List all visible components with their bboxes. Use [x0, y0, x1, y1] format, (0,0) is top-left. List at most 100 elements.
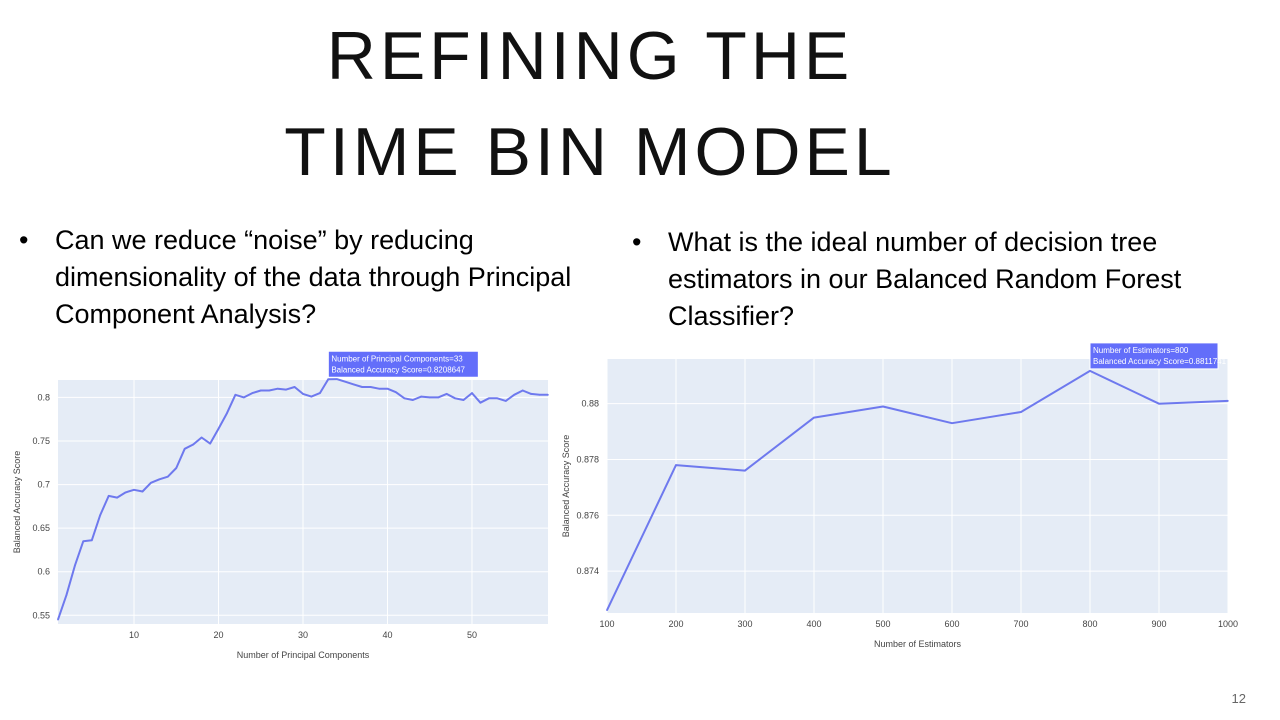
data-point — [547, 394, 549, 396]
hover-tooltip — [1089, 342, 1219, 370]
data-point — [403, 397, 406, 400]
data-point — [675, 464, 677, 466]
data-point — [302, 393, 304, 395]
data-point — [462, 399, 465, 401]
data-point — [813, 416, 815, 419]
data-point — [538, 394, 541, 396]
data-point — [344, 380, 347, 383]
data-point — [471, 392, 473, 394]
data-point — [141, 490, 144, 493]
data-point — [226, 412, 228, 414]
x-axis-title: Number of Estimators — [874, 639, 962, 649]
data-point — [243, 396, 245, 399]
data-point — [74, 564, 76, 567]
x-axis-title: Number of Principal Components — [237, 650, 370, 660]
data-point — [428, 396, 431, 399]
data-point — [445, 393, 448, 395]
y-tick-label: 0.874 — [576, 566, 599, 576]
data-point — [1227, 400, 1229, 402]
data-point — [90, 539, 93, 542]
x-tick-label: 900 — [1151, 619, 1166, 629]
data-point — [209, 442, 211, 445]
data-point — [259, 389, 262, 392]
x-tick-label: 20 — [214, 630, 224, 640]
data-point — [251, 392, 254, 394]
x-tick-label: 100 — [599, 619, 614, 629]
y-axis-title: Balanced Accuracy Score — [561, 435, 571, 538]
data-point — [437, 396, 439, 399]
estimators-accuracy-chart-svg: 100 200 300 400 500 600 700 800 900 1000 0.874 0.87… — [561, 342, 1238, 649]
data-point — [133, 489, 135, 491]
data-point — [116, 496, 118, 499]
y-tick-label: 0.876 — [576, 510, 599, 520]
data-point — [200, 436, 203, 439]
data-point — [234, 394, 237, 396]
data-point — [378, 387, 380, 390]
data-point — [192, 443, 194, 446]
page-number: 12 — [1231, 691, 1246, 706]
x-tick-label: 10 — [129, 630, 139, 640]
data-point — [99, 514, 102, 516]
data-point — [327, 378, 330, 381]
x-tick-label: 700 — [1013, 619, 1028, 629]
data-point — [479, 401, 482, 404]
bullet-left-text: Can we reduce “noise” by reducing dimens… — [55, 225, 572, 329]
data-point — [744, 469, 746, 472]
pca-accuracy-chart-svg: 10 20 30 40 50 0.55 0.6 0.65 0.7 0.75 0.8 Number of… — [12, 350, 549, 660]
y-tick-label: 0.878 — [576, 454, 599, 464]
data-point — [285, 388, 287, 391]
data-point — [386, 387, 389, 390]
data-point — [420, 395, 423, 398]
data-point — [310, 395, 313, 398]
data-point — [293, 386, 296, 388]
y-tick-label: 0.6 — [37, 567, 50, 577]
data-point — [882, 405, 884, 408]
data-point — [395, 391, 397, 393]
data-point — [488, 397, 490, 400]
data-point — [352, 383, 355, 386]
data-point — [504, 400, 507, 402]
bullet-dot: • — [632, 227, 642, 257]
data-point — [513, 394, 516, 396]
x-tick-label: 30 — [298, 630, 308, 640]
data-point — [319, 392, 321, 394]
y-tick-label: 0.65 — [32, 523, 50, 533]
pca-accuracy-chart: 10 20 30 40 50 0.55 0.6 0.65 0.7 0.75 0.8 Number of… — [12, 350, 560, 660]
x-tick-label: 400 — [806, 619, 821, 629]
y-tick-label: 0.75 — [32, 436, 50, 446]
y-tick-label: 0.88 — [581, 399, 599, 409]
data-point — [454, 397, 456, 400]
data-point — [158, 478, 161, 481]
data-point — [1020, 411, 1022, 413]
data-point — [217, 428, 220, 430]
hover-tooltip-line-2: Balanced Accuracy Score=0.8811741 — [1093, 357, 1227, 366]
data-point — [107, 495, 110, 497]
accuracy-series-line — [606, 369, 1229, 611]
data-point — [167, 475, 169, 478]
data-point — [1089, 370, 1091, 372]
data-point — [124, 491, 127, 494]
data-point — [183, 448, 186, 450]
x-tick-label: 500 — [875, 619, 890, 629]
x-tick-label: 1000 — [1218, 619, 1238, 629]
data-point — [268, 389, 271, 392]
y-tick-label: 0.8 — [37, 392, 50, 402]
y-axis-title: Balanced Accuracy Score — [12, 451, 22, 554]
x-tick-label: 600 — [944, 619, 959, 629]
bullet-pca-question: • Can we reduce “noise” by reducing dime… — [19, 222, 575, 333]
title-line-2: TIME BIN MODEL — [284, 114, 896, 190]
data-point — [82, 540, 85, 543]
data-point — [951, 422, 953, 424]
bullet-dot: • — [19, 225, 29, 255]
x-tick-label: 50 — [467, 630, 477, 640]
data-point — [530, 393, 532, 395]
data-point — [57, 618, 59, 621]
data-point — [335, 378, 338, 380]
y-tick-label: 0.7 — [37, 480, 50, 490]
x-tick-label: 800 — [1082, 619, 1097, 629]
y-tick-label: 0.55 — [32, 610, 50, 620]
plot-area — [607, 359, 1228, 613]
data-point — [369, 386, 372, 388]
data-point — [606, 609, 608, 612]
data-point — [65, 594, 68, 597]
